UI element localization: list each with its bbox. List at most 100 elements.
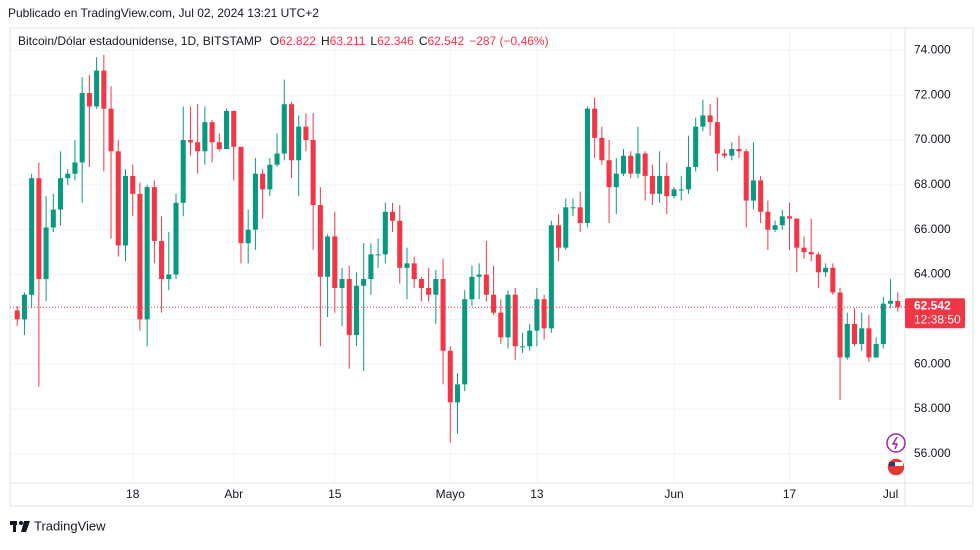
- candle-body: [462, 299, 468, 385]
- candle-body: [786, 216, 793, 219]
- candle-body: [498, 312, 504, 338]
- y-tick-label: 70.000: [914, 132, 951, 146]
- candle-body: [29, 178, 35, 295]
- legend-key: O: [270, 34, 279, 48]
- candle-body: [86, 93, 92, 107]
- candle-body: [325, 236, 331, 277]
- candle-body: [115, 151, 121, 246]
- candle-body: [296, 126, 302, 161]
- candle-body: [50, 209, 56, 228]
- x-tick-label: 17: [783, 487, 797, 501]
- candle-body: [743, 151, 749, 201]
- y-tick-label: 66.000: [914, 222, 951, 236]
- candle-body: [844, 323, 850, 358]
- candle-body: [584, 108, 590, 223]
- candle-body: [209, 122, 215, 143]
- candle-body: [657, 175, 663, 194]
- candle-body: [454, 384, 461, 403]
- candle-body: [202, 122, 208, 152]
- candle-body: [563, 207, 569, 248]
- legend-value: 62.542: [427, 34, 464, 48]
- candle-body: [635, 153, 641, 174]
- candle-body: [274, 153, 280, 165]
- candle-body: [873, 344, 879, 358]
- candle-body: [779, 216, 785, 226]
- candle-body: [281, 104, 287, 154]
- candle-body: [895, 300, 901, 308]
- legend-key: L: [370, 34, 377, 48]
- candle-body: [404, 263, 410, 268]
- candle-body: [794, 218, 800, 248]
- candle-body: [79, 93, 85, 163]
- logo-dot: [19, 521, 23, 525]
- candle-body: [238, 146, 244, 244]
- candle-body: [851, 323, 858, 345]
- candle-body: [620, 155, 627, 174]
- candle-body: [288, 104, 295, 161]
- candle-body: [339, 279, 345, 288]
- flag-icon[interactable]: [886, 457, 906, 477]
- candle-body: [231, 110, 237, 147]
- candle-body: [440, 279, 446, 351]
- candle-body: [570, 207, 576, 209]
- candle-body: [671, 189, 677, 197]
- candle-body: [685, 166, 691, 190]
- candle-body: [390, 211, 396, 221]
- candle-body: [94, 70, 100, 107]
- candle-body: [469, 276, 475, 300]
- candle-body: [310, 140, 316, 206]
- candle-body: [332, 236, 338, 288]
- price-label: 62.542: [914, 298, 951, 312]
- candle-body: [714, 122, 720, 154]
- candle-body: [303, 126, 309, 141]
- candle-body: [859, 328, 865, 345]
- candle-body: [519, 346, 525, 348]
- candle-body: [866, 328, 872, 358]
- candle-body: [722, 153, 728, 156]
- candle-body: [758, 180, 764, 212]
- candle-body: [65, 173, 71, 179]
- candle-body: [224, 110, 230, 150]
- flag-icon-canton: [889, 462, 895, 466]
- candle-body: [267, 164, 273, 190]
- candle-body: [642, 153, 648, 176]
- candle-body: [613, 173, 619, 188]
- x-tick-label: Jul: [883, 487, 898, 501]
- candle-body: [700, 115, 706, 127]
- candle-body: [577, 207, 583, 223]
- candle-body: [159, 240, 165, 280]
- candle-body: [137, 193, 143, 320]
- event-icon[interactable]: [886, 433, 906, 453]
- legend: Bitcoin/Dólar estadounidense, 1D, BITSTA…: [18, 34, 549, 48]
- candle-body: [361, 279, 367, 286]
- x-tick-label: Mayo: [436, 487, 466, 501]
- candle-body: [772, 225, 778, 230]
- candle-body: [216, 142, 222, 150]
- x-tick-label: 18: [126, 487, 140, 501]
- candle-body: [72, 162, 78, 174]
- candle-body: [418, 279, 424, 288]
- candle-body: [245, 229, 251, 244]
- candle-body: [830, 267, 836, 293]
- y-tick-label: 74.000: [914, 43, 951, 57]
- candle-body: [880, 303, 886, 345]
- candle-body: [765, 211, 771, 230]
- candle-body: [548, 225, 554, 329]
- candle-body: [375, 254, 381, 256]
- candle-body: [260, 173, 266, 190]
- candle-body: [483, 274, 489, 295]
- legend-key: H: [321, 34, 330, 48]
- candle-body: [447, 350, 453, 403]
- price-label-box: [905, 298, 965, 329]
- candle-body: [426, 288, 432, 295]
- y-tick-label: 58.000: [914, 401, 951, 415]
- candle-body: [808, 252, 814, 255]
- candle-body: [187, 140, 193, 143]
- candle-body: [664, 175, 670, 197]
- logo-slash: [21, 521, 30, 532]
- candle-body: [505, 294, 511, 338]
- chart-frame: [9, 27, 974, 507]
- flag-icon-stripe: [889, 462, 903, 466]
- candle-body: [649, 175, 655, 194]
- logo-stem: [13, 521, 16, 532]
